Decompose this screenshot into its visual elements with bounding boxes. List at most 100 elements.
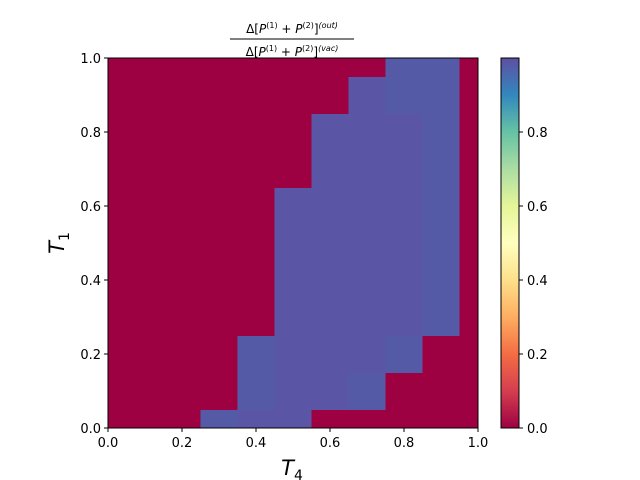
heatmap-cell: [311, 372, 349, 410]
heatmap-cell: [126, 76, 164, 114]
chart-title: Δ[P(1) + P(2)](out) Δ[P(1) + P(2)](vac): [230, 21, 354, 59]
heatmap-cell: [422, 113, 460, 151]
heatmap-cell: [274, 372, 312, 410]
plot-frame: [107, 57, 479, 429]
heatmap-cell: [311, 76, 349, 114]
heatmap-cell: [126, 224, 164, 262]
heatmap-cell: [200, 298, 238, 336]
y-tick-label: 0.8: [80, 126, 101, 141]
heatmap-cell: [200, 372, 238, 410]
heatmap-cell: [385, 113, 423, 151]
heatmap-cell: [274, 409, 312, 428]
heatmap-cell: [237, 372, 275, 410]
heatmap-cell: [459, 113, 478, 151]
heatmap-cell: [385, 335, 423, 373]
heatmap-cell: [163, 298, 201, 336]
heatmap-cell: [274, 76, 312, 114]
heatmap-cell: [311, 113, 349, 151]
heatmap-cell: [163, 372, 201, 410]
heatmap-cell: [422, 372, 460, 410]
heatmap-cell: [237, 298, 275, 336]
y-tick-label: 0.2: [80, 348, 101, 363]
heatmap-cell: [163, 409, 201, 428]
heatmap-cell: [459, 224, 478, 262]
heatmap-cell: [311, 409, 349, 428]
heatmap-cell: [274, 298, 312, 336]
heatmap-cell: [163, 76, 201, 114]
heatmap-cell: [108, 372, 127, 410]
heatmap-cell: [348, 372, 386, 410]
heatmap-cell: [422, 150, 460, 188]
heatmap-cell: [108, 76, 127, 114]
heatmap-cell: [348, 224, 386, 262]
heatmap-cell: [459, 409, 478, 428]
heatmap-cell: [348, 261, 386, 299]
heatmap-cell: [422, 409, 460, 428]
x-tick-label: 0.4: [246, 436, 267, 451]
heatmap-cell: [311, 298, 349, 336]
x-axis-ticks: 0.0 0.2 0.4 0.6 0.8 1.0: [98, 428, 488, 451]
heatmap-cell: [348, 409, 386, 428]
heatmap-cell: [459, 76, 478, 114]
heatmap-cell: [108, 261, 127, 299]
heatmap-cell: [108, 298, 127, 336]
heatmap-cell: [274, 224, 312, 262]
heatmap-cell: [348, 150, 386, 188]
heatmap-cell: [385, 76, 423, 114]
heatmap-cell: [459, 187, 478, 225]
heatmap-cell: [311, 261, 349, 299]
heatmap-cell: [200, 261, 238, 299]
heatmap-cell: [108, 113, 127, 151]
heatmap-cell: [385, 261, 423, 299]
heatmap-cell: [348, 298, 386, 336]
heatmap-cell: [163, 261, 201, 299]
colorbar-tick-label: 0.2: [527, 348, 548, 363]
heatmap-cell: [348, 187, 386, 225]
heatmap-cells: [108, 58, 478, 428]
heatmap-cell: [200, 58, 238, 77]
colorbar-tick-label: 0.4: [527, 274, 548, 289]
heatmap-cell: [126, 113, 164, 151]
heatmap-cell: [311, 335, 349, 373]
heatmap-cell: [126, 261, 164, 299]
heatmap-cell: [200, 150, 238, 188]
heatmap-cell: [108, 409, 127, 428]
heatmap-cell: [274, 113, 312, 151]
heatmap-cell: [385, 187, 423, 225]
heatmap-cell: [108, 150, 127, 188]
x-tick-label: 0.8: [394, 436, 415, 451]
heatmap-cell: [274, 187, 312, 225]
heatmap-cell: [163, 187, 201, 225]
heatmap-cell: [274, 150, 312, 188]
heatmap-cell: [385, 298, 423, 336]
heatmap-cell: [459, 335, 478, 373]
heatmap-cell: [459, 372, 478, 410]
heatmap-cell: [126, 150, 164, 188]
title-denominator: Δ[P(1) + P(2)](vac): [246, 44, 339, 59]
heatmap-cell: [163, 224, 201, 262]
title-numerator: Δ[P(1) + P(2)](out): [246, 21, 338, 36]
heatmap-cell: [385, 372, 423, 410]
heatmap-cell: [200, 224, 238, 262]
heatmap-cell: [126, 335, 164, 373]
heatmap-cell: [348, 113, 386, 151]
heatmap-cell: [311, 224, 349, 262]
y-tick-label: 0.4: [80, 274, 101, 289]
heatmap-cell: [385, 58, 423, 77]
heatmap-cell: [163, 335, 201, 373]
heatmap-cell: [237, 409, 275, 428]
y-axis-label: T1: [45, 232, 73, 254]
heatmap-cell: [422, 224, 460, 262]
heatmap-cell: [163, 113, 201, 151]
heatmap-cell: [108, 335, 127, 373]
heatmap-cell: [200, 409, 238, 428]
heatmap-cell: [422, 261, 460, 299]
heatmap-cell: [348, 58, 386, 77]
colorbar: [500, 57, 520, 429]
heatmap-cell: [274, 335, 312, 373]
heatmap-cell: [422, 58, 460, 77]
colorbar-ticks: 0.0 0.2 0.4 0.6 0.8: [519, 126, 548, 437]
x-tick-label: 0.0: [98, 436, 119, 451]
x-tick-label: 0.6: [320, 436, 341, 451]
